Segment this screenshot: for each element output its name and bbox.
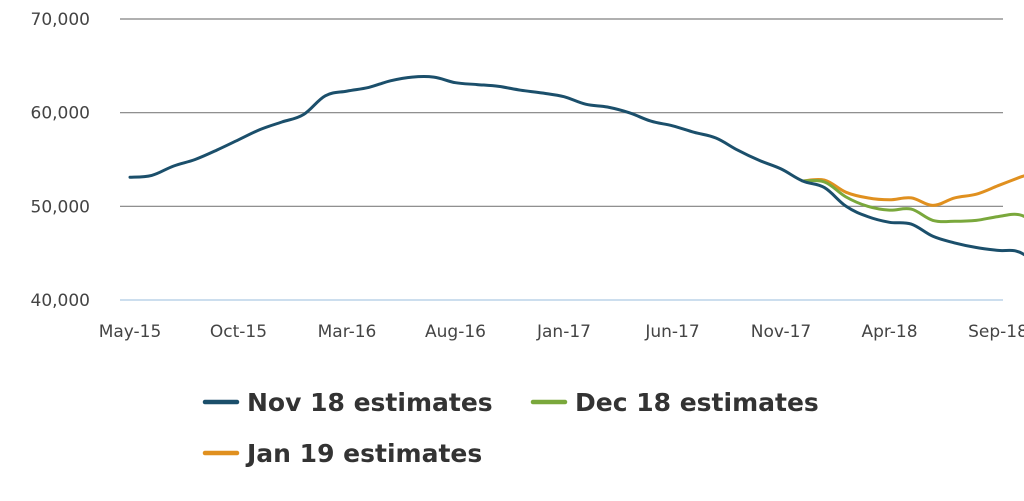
y-tick-label: 60,000 — [31, 104, 90, 124]
series-line-nov-18-estimates — [128, 74, 1024, 257]
x-tick-label: Apr-18 — [861, 322, 917, 342]
y-tick-label: 50,000 — [31, 197, 90, 217]
legend-label: Nov 18 estimates — [247, 388, 493, 417]
x-tick-label: Jan-17 — [536, 322, 591, 342]
y-axis-ticks: 40,000 50,000 60,000 70,000 — [31, 10, 90, 311]
x-tick-label: Mar-16 — [318, 322, 377, 342]
legend-item: Jan 19 estimates — [202, 439, 482, 468]
series-line-jan-19-estimates — [801, 174, 1024, 207]
legend-item: Dec 18 estimates — [530, 388, 819, 417]
legend-label: Jan 19 estimates — [245, 439, 482, 468]
x-tick-label: Sep-18 — [968, 322, 1024, 342]
y-tick-label: 70,000 — [31, 10, 90, 30]
gridlines — [120, 18, 1003, 301]
series-lines — [128, 74, 1024, 257]
x-axis-ticks: May-15 Oct-15 Mar-16 Aug-16 Jan-17 Jun-17 Nov-… — [99, 322, 1024, 342]
x-tick-label: Nov-17 — [751, 322, 812, 342]
series-line-dec-18-estimates — [801, 178, 1024, 224]
legend-label: Dec 18 estimates — [575, 388, 819, 417]
x-tick-label: Oct-15 — [210, 322, 267, 342]
legend-item: Nov 18 estimates — [202, 388, 493, 417]
y-tick-label: 40,000 — [31, 291, 90, 311]
x-tick-label: Jun-17 — [644, 322, 699, 342]
x-tick-label: Aug-16 — [425, 322, 486, 342]
x-tick-label: May-15 — [99, 322, 162, 342]
legend: Nov 18 estimates Dec 18 estimates Jan 19 e… — [202, 388, 819, 468]
